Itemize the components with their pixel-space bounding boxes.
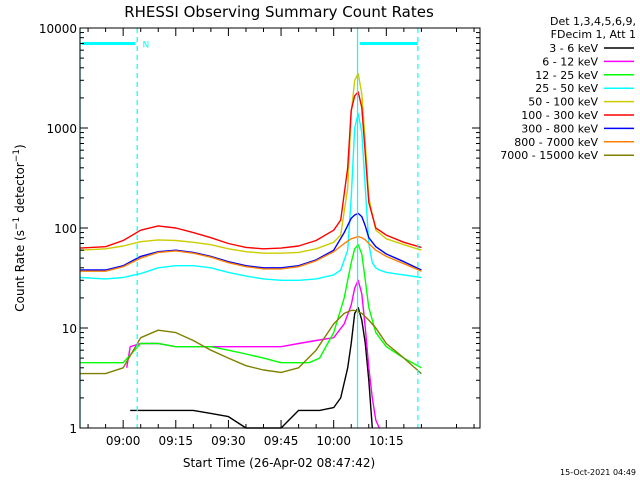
marker-flag-label: N <box>142 40 149 50</box>
series-line-6 <box>79 91 422 250</box>
y-tick-label: 10 <box>62 322 77 336</box>
y-tick-label: 1 <box>69 422 77 436</box>
y-axis-label-prefix: Count Rate (s <box>13 230 27 312</box>
series-line-4 <box>79 112 422 281</box>
x-tick-label: 10:15 <box>369 434 404 448</box>
series-line-3 <box>80 243 422 369</box>
legend-entry-label-4: 25 - 50 keV <box>535 82 598 95</box>
y-tick-label: 1000 <box>46 122 77 136</box>
series-line-8 <box>80 235 422 272</box>
x-tick-label: 09:45 <box>264 434 299 448</box>
series-line-7 <box>80 212 422 271</box>
series-line-2 <box>126 279 380 429</box>
x-tick-label: 09:00 <box>106 434 141 448</box>
legend-entry-label-1: 3 - 6 keV <box>549 42 598 55</box>
y-axis-label-exp-1: −1 <box>12 217 22 230</box>
legend-entry-label-3: 12 - 25 keV <box>535 69 598 82</box>
legend-entry-label-8: 800 - 7000 keV <box>514 136 598 149</box>
legend-entry-label-9: 7000 - 15000 keV <box>500 149 598 162</box>
y-tick-label: 100 <box>54 222 77 236</box>
y-axis-label-exp-2: −1 <box>12 149 22 162</box>
axes-layer: 1 10 100 1000 10000 09:00 09:15 09:30 09:45 10:00… <box>39 22 481 448</box>
legend-header-line-2: FDecim 1, Att 1 <box>551 28 636 41</box>
legend-entry-label-5: 50 - 100 keV <box>528 96 598 109</box>
x-tick-label: 09:30 <box>211 434 246 448</box>
footer-timestamp: 15-Oct-2021 04:49 <box>560 468 636 477</box>
series-line-5 <box>79 72 422 254</box>
y-tick-label: 10000 <box>39 22 77 36</box>
y-axis-label-suffix: ) <box>13 144 27 149</box>
legend-entry-label-2: 6 - 12 keV <box>542 55 598 68</box>
legend-entry-label-6: 100 - 300 keV <box>521 109 598 122</box>
y-axis-label: Count Rate (s−1 detector−1) <box>12 144 27 311</box>
x-tick-label: 10:00 <box>316 434 351 448</box>
series-line-9 <box>80 309 422 375</box>
plot-frame <box>79 27 481 429</box>
y-axis-label-mid: detector <box>13 162 27 217</box>
x-axis-label: Start Time (26-Apr-02 08:47:42) <box>183 456 375 470</box>
x-tick-label: 09:15 <box>158 434 193 448</box>
chart-title: RHESSI Observing Summary Count Rates <box>124 3 434 21</box>
legend-header-line-1: Det 1,3,4,5,6,9, <box>550 15 636 28</box>
series-layer <box>79 72 422 429</box>
legend-entry-label-7: 300 - 800 keV <box>521 122 598 135</box>
